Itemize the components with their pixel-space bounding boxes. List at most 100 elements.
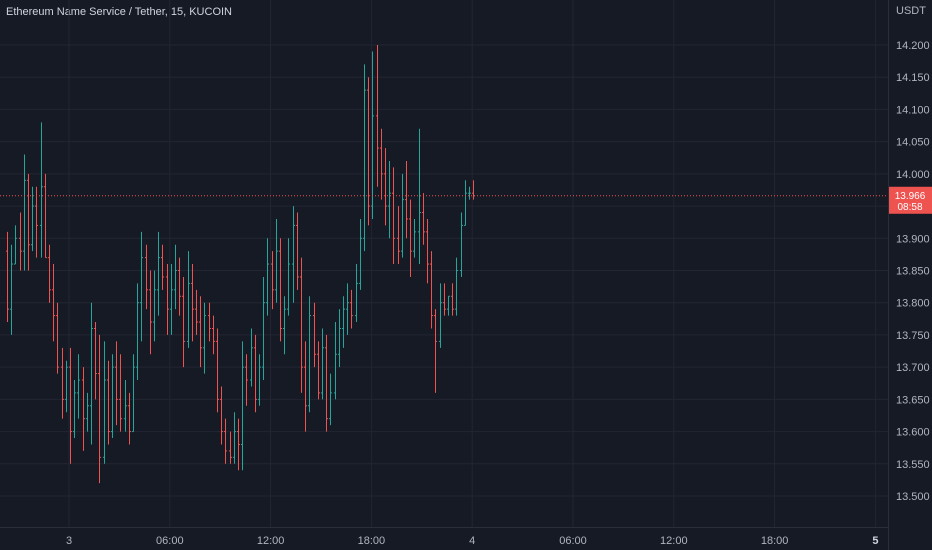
ohlc-bar xyxy=(111,354,114,439)
ohlc-bar xyxy=(317,341,320,400)
ohlc-bar xyxy=(422,193,425,245)
ohlc-bar xyxy=(195,289,198,335)
x-tick-label: 5 xyxy=(872,535,878,547)
ohlc-bar xyxy=(279,238,282,342)
ohlc-bar xyxy=(237,418,240,471)
y-tick-label: 13.600 xyxy=(896,427,930,439)
ohlc-bar xyxy=(460,212,463,277)
y-tick-label: 14.100 xyxy=(896,104,930,116)
y-tick-label: 14.200 xyxy=(896,40,930,52)
ohlc-bar xyxy=(434,309,437,393)
ohlc-bar xyxy=(233,412,236,464)
y-tick-label: 13.850 xyxy=(896,266,930,278)
ohlc-bar xyxy=(254,334,257,413)
ohlc-bar xyxy=(61,347,64,419)
ohlc-bar xyxy=(388,160,391,239)
ohlc-bar xyxy=(300,257,303,393)
ohlc-bar xyxy=(346,283,349,335)
ohlc-bar xyxy=(6,231,9,323)
ohlc-bar xyxy=(241,341,244,471)
ohlc-bar xyxy=(418,128,421,265)
y-tick-label: 13.700 xyxy=(896,362,930,374)
ohlc-bar xyxy=(166,264,169,335)
ohlc-bar xyxy=(258,354,261,406)
ohlc-bar xyxy=(355,264,358,323)
ohlc-bar xyxy=(413,218,416,258)
ohlc-bar xyxy=(153,270,156,342)
ohlc-bar xyxy=(216,328,219,413)
currency-label: USDT xyxy=(896,5,926,17)
ohlc-bar xyxy=(56,302,59,374)
ohlc-bar xyxy=(145,244,148,310)
x-tick-label: 18:00 xyxy=(358,535,386,547)
ohlc-bar xyxy=(161,244,164,290)
ohlc-bar xyxy=(439,283,442,348)
ohlc-bar xyxy=(250,328,253,387)
ohlc-bar xyxy=(287,238,290,316)
ohlc-bar xyxy=(266,238,269,316)
last-price-value: 13.966 xyxy=(895,191,926,202)
x-tick-label: 18:00 xyxy=(761,535,789,547)
ohlc-bar xyxy=(98,334,101,484)
ohlc-bar xyxy=(283,296,286,355)
y-tick-label: 14.050 xyxy=(896,137,930,149)
ohlc-bar xyxy=(107,360,110,445)
ohlc-bar xyxy=(40,122,43,258)
ohlc-bar xyxy=(334,322,337,400)
x-tick-label: 12:00 xyxy=(660,535,688,547)
ohlc-bar xyxy=(464,180,467,226)
bar-countdown: 08:58 xyxy=(897,202,922,213)
ohlc-bar xyxy=(397,206,400,265)
ohlc-bar xyxy=(124,380,127,432)
ohlc-bar xyxy=(229,431,232,464)
ohlc-bar xyxy=(86,392,89,432)
ohlc-bar xyxy=(313,302,316,368)
ohlc-bar xyxy=(119,354,122,432)
ohlc-bar xyxy=(52,264,55,342)
ohlc-bar xyxy=(359,218,362,290)
ohlc-bar xyxy=(174,244,177,310)
ohlc-bar xyxy=(405,160,408,239)
ohlc-bar xyxy=(10,244,13,335)
ohlc-bar xyxy=(325,334,328,432)
x-tick-label: 12:00 xyxy=(257,535,285,547)
ohlc-bar xyxy=(426,218,429,284)
ohlc-bar xyxy=(468,186,471,200)
y-tick-label: 13.550 xyxy=(896,459,930,471)
ohlc-bar xyxy=(409,199,412,277)
ohlc-bar xyxy=(447,295,450,316)
x-tick-label: 4 xyxy=(469,535,475,547)
y-tick-label: 14.150 xyxy=(896,72,930,84)
ohlc-bar xyxy=(103,341,106,464)
ohlc-bar xyxy=(329,373,332,426)
ohlc-bar xyxy=(262,276,265,381)
ohlc-bar xyxy=(367,77,370,226)
chart-title: Ethereum Name Service / Tether, 15, KUCO… xyxy=(6,6,232,18)
ohlc-bar xyxy=(170,264,173,335)
ohlc-bar xyxy=(157,231,160,316)
ohlc-bar xyxy=(191,264,194,342)
ohlc-bar xyxy=(115,341,118,426)
ohlc-bar xyxy=(401,173,404,258)
x-tick-label: 06:00 xyxy=(559,535,587,547)
ohlc-bar xyxy=(321,328,324,400)
ohlc-bar xyxy=(371,51,374,219)
ohlc-bar xyxy=(443,283,446,316)
ohlc-bar xyxy=(132,354,135,433)
ohlc-bar xyxy=(35,186,38,258)
ohlc-bar xyxy=(455,257,458,316)
last-price-label: 13.966 08:58 xyxy=(889,186,932,214)
ohlc-bar xyxy=(245,354,248,406)
ohlc-bar xyxy=(178,257,181,316)
y-tick-label: 14.000 xyxy=(896,169,930,181)
ohlc-bar xyxy=(376,45,379,187)
ohlc-bar xyxy=(182,276,185,368)
ohlc-bar xyxy=(23,154,26,271)
ohlc-bar xyxy=(82,367,85,451)
ohlc-bar xyxy=(203,302,206,374)
ohlc-bar xyxy=(31,186,34,252)
ohlc-bar xyxy=(187,251,190,348)
ohlc-bar xyxy=(304,341,307,432)
